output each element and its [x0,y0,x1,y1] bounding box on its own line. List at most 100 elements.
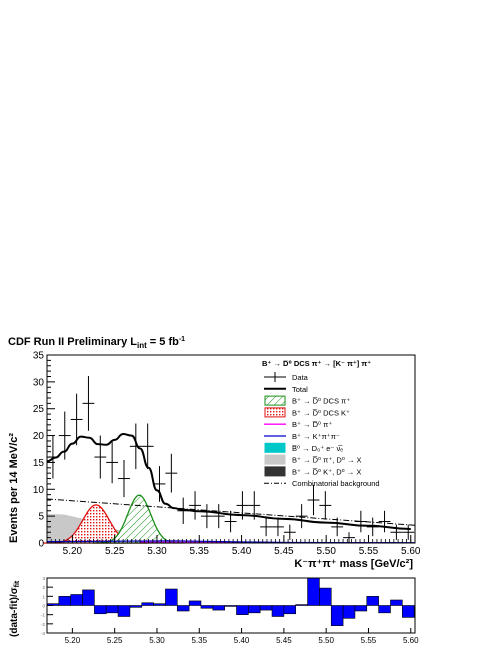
line-total-fit [46,432,411,531]
residual-y-tick-label: 1 [42,594,45,599]
data-point [343,532,355,543]
data-point [165,453,178,493]
data-point [212,504,225,529]
x-tick-label: 5.55 [359,546,379,557]
data-point [58,411,71,460]
data-point [283,524,296,540]
residual-bar [82,589,95,606]
legend-entry: B⁺ → D̅⁰ π⁺ [264,420,332,429]
data-point [141,423,154,470]
legend-entry: B⁺ → D̅⁰ DCS π⁺ [264,395,350,406]
legend-entry: Combinatorial background [264,479,380,488]
data-point [378,510,391,533]
residual-bar [224,605,237,607]
data-point [236,491,249,520]
data-point [354,510,367,533]
residual-bar [271,605,285,617]
main-frame [46,354,416,544]
data-point [82,375,95,431]
residual-bar [188,600,202,606]
legend-header: B⁺ → D̅⁰ DCS π⁺ → [K⁻ π⁺] π⁺ [262,359,371,368]
y-axis-label: Events per 14 MeV/c² [8,433,20,543]
chart-title: CDF Run II Preliminary Lint = 5 fb-1 [8,336,185,350]
residual-x-tick-label: 5.25 [107,636,123,645]
legend-entry: B̅⁰ → D₀⁺ e⁻ ν̅ₑ [264,442,343,453]
x-tick-label: 5.35 [190,546,210,557]
residual-bar [212,605,225,611]
residual-bar [153,603,166,606]
main-x-ticks: 5.20 5.25 5.30 5.35 5.40 5.45 5.50 5.55 5.60 [50,535,421,557]
legend-entry: B⁺ → D̅⁰ π⁺, D⁰ → X [264,454,362,465]
x-tick-label: 5.30 [147,546,167,557]
x-axis-label: K⁻π⁺π⁺ mass [GeV/c²] [294,558,413,570]
legend: B⁺ → D̅⁰ DCS π⁺ → [K⁻ π⁺] π⁺ Data Total B⁺… [262,359,380,488]
residual-y-ticks: 3 2 1 0 -1 -2 -3 [41,576,53,636]
legend-label: B⁺ → D̅⁰ K⁺, D⁰ → X [292,467,361,476]
residual-y-label: (data-fit)/σfit [9,580,21,637]
residual-bar [141,602,154,606]
data-point [390,524,403,540]
legend-label: B⁺ → D̅⁰ DCS K⁺ [292,408,350,417]
residual-y-tick-label: -1 [41,613,45,618]
residual-bar [319,587,332,606]
legend-label: B⁺ → D̅⁰ π⁺ [292,420,332,429]
x-tick-label: 5.50 [316,546,336,557]
residual-bar [129,605,143,608]
residual-x-tick-label: 5.30 [149,636,165,645]
residual-bar [283,605,297,615]
legend-entry: B⁺ → D̅⁰ K⁺, D⁰ → X [264,466,361,477]
residual-bar [58,596,71,606]
data-point [189,491,201,520]
legend-label: B⁺ → D̅⁰ π⁺, D⁰ → X [292,456,362,465]
data-point [106,441,119,484]
x-tick-label: 5.20 [63,546,83,557]
residual-bar [342,605,356,619]
main-y-ticks: 0 5 10 15 20 25 30 35 [33,351,55,550]
legend-entry: Data [264,372,309,382]
legend-label: Combinatorial background [292,479,380,488]
residual-y-tick-label: -2 [41,622,45,627]
legend-label: B̅⁰ → D₀⁺ e⁻ ν̅ₑ [291,444,343,453]
residual-bar [378,605,391,614]
residual-bar [402,605,415,618]
y-tick-label: 0 [38,539,44,550]
residual-x-tick-label: 5.50 [318,636,334,645]
residual-x-tick-label: 5.55 [361,636,377,645]
residual-y-tick-label: 0 [42,604,45,609]
y-tick-label: 5 [38,512,44,523]
legend-label: Data [292,373,309,382]
residual-bar [117,605,131,617]
x-tick-label: 5.45 [274,546,294,557]
legend-entry: B⁺ → K⁺π⁺π⁻ [264,432,340,441]
y-tick-label: 25 [33,404,45,415]
residual-bar [248,605,261,614]
residual-bar [176,605,190,612]
data-point [177,497,190,524]
residual-y-tick-label: 3 [42,576,45,581]
y-tick-label: 30 [33,377,45,388]
legend-label: B⁺ → K⁺π⁺π⁻ [292,432,340,441]
y-tick-label: 10 [33,485,45,496]
residual-bar [295,604,308,606]
legend-entry: B⁺ → D̅⁰ DCS K⁺ [264,407,350,418]
data-point [118,459,130,498]
residual-x-tick-label: 5.45 [276,636,292,645]
residual-bar [390,599,403,606]
x-tick-label: 5.40 [232,546,252,557]
legend-entry: Total [264,385,308,394]
data-point [153,466,166,502]
residual-x-tick-label: 5.60 [403,636,419,645]
residual-bar [105,605,119,614]
residual-bar [70,594,83,606]
data-points [47,375,415,543]
data-point [295,504,308,529]
data-point [248,491,261,520]
data-point [70,393,83,446]
residual-x-tick-label: 5.35 [191,636,207,645]
data-point [224,510,237,533]
y-tick-label: 15 [33,458,45,469]
legend-label: Total [292,385,308,394]
residual-x-tick-label: 5.20 [65,636,81,645]
y-tick-label: 35 [33,351,45,362]
